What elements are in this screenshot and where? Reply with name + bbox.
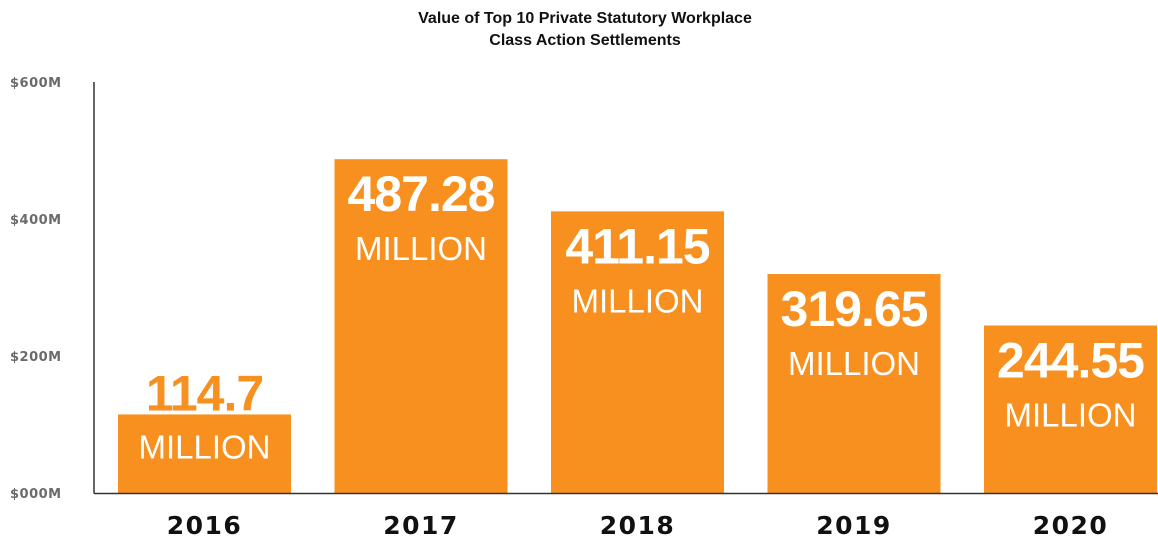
x-tick-label: 2018 [600,511,676,538]
chart-title-line-1: Value of Top 10 Private Statutory Workpl… [418,10,752,27]
x-tick-label: 2017 [383,511,459,538]
bar-2016 [118,414,291,493]
bar-value-label: 487.28 [348,166,495,222]
bar-unit-label: MILLION [571,282,703,319]
bar-unit-label: MILLION [1004,396,1136,433]
y-tick-label: $400M [10,213,62,228]
y-tick-label: $000M [10,487,62,502]
bar-value-label: 319.65 [781,281,928,337]
bar-2019 [767,274,941,493]
y-axis-ticks: $000M $200M $400M $600M [10,76,62,502]
bars: 114.7 MILLION 487.28 MILLION 411.15 MILLION 31… [118,159,1157,493]
bar-2020 [984,325,1157,493]
bar-value-label: 114.7 [146,365,263,421]
chart-title-line-2: Class Action Settlements [489,32,681,49]
x-axis-ticks: 2016 2017 2018 2019 2020 [167,511,1109,538]
axes [93,82,1158,495]
bar-unit-label: MILLION [788,345,920,382]
bar-unit-label: MILLION [138,428,270,465]
chart-title: Value of Top 10 Private Statutory Workpl… [0,8,1158,52]
x-tick-label: 2020 [1033,511,1109,538]
y-tick-label: $600M [10,76,62,91]
x-tick-label: 2016 [167,511,243,538]
bar-value-label: 411.15 [565,218,709,274]
bar-value-label: 244.55 [997,332,1144,388]
bar-2018 [551,211,724,493]
bar-unit-label: MILLION [355,230,487,267]
y-tick-label: $200M [10,350,62,365]
x-tick-label: 2019 [816,511,892,538]
bar-2017 [334,159,508,493]
